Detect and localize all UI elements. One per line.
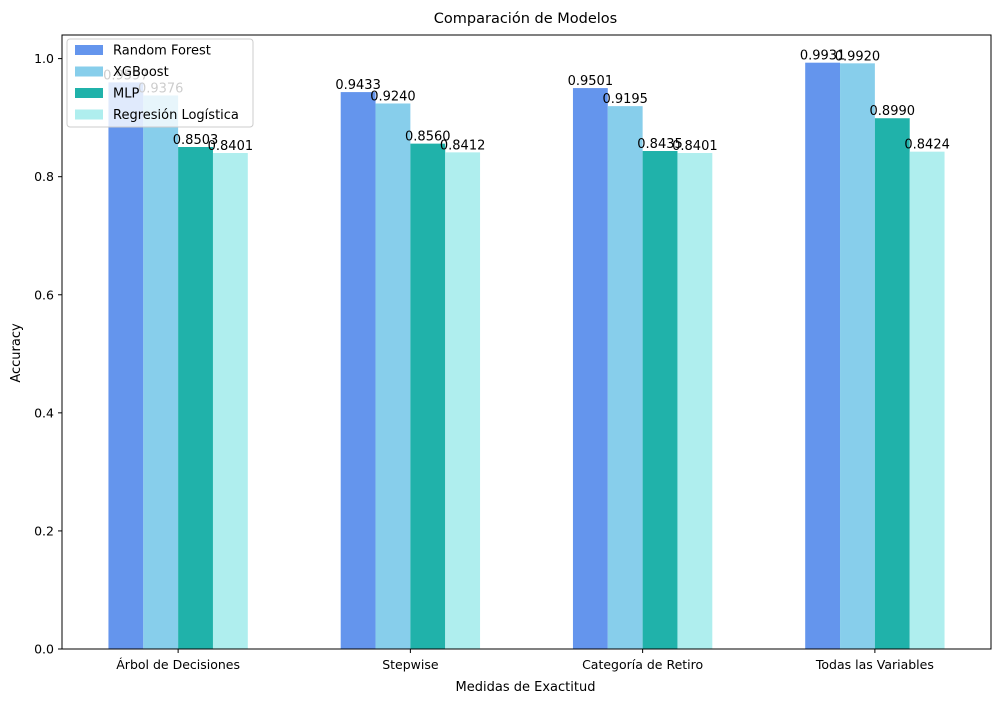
bar — [572, 88, 608, 650]
legend-entry: MLP — [113, 87, 139, 102]
bar-value-label: 0.9920 — [835, 49, 881, 64]
bar — [143, 95, 179, 649]
y-tick-label: 1.0 — [34, 51, 54, 66]
legend-box — [66, 38, 254, 128]
bar — [375, 103, 411, 649]
bar-value-label: 0.8401 — [672, 139, 718, 154]
bar — [874, 118, 910, 649]
bar — [178, 146, 213, 649]
bar-value-label: 0.8503 — [173, 133, 219, 148]
y-axis-label: Accuracy — [9, 323, 24, 383]
bar-value-label: 0.8401 — [208, 139, 254, 154]
bar — [840, 63, 875, 650]
y-tick-label: 0.8 — [34, 169, 54, 184]
legend-entry: XGBoost — [113, 65, 169, 80]
bar — [677, 153, 713, 649]
bar — [108, 82, 144, 649]
bar-value-label: 0.9433 — [335, 78, 381, 93]
bar — [340, 92, 376, 649]
x-tick-label: Todas las Variables — [815, 657, 934, 672]
bar — [410, 143, 446, 649]
y-tick-label: 0.6 — [34, 287, 54, 302]
bar-value-label: 0.8990 — [870, 104, 916, 119]
x-axis-label: Medidas de Exactitud — [456, 680, 596, 695]
bar-value-label: 0.9240 — [370, 89, 416, 104]
x-tick-label: Stepwise — [382, 657, 439, 672]
axes-frame — [61, 34, 992, 650]
legend-swatch — [75, 109, 103, 120]
bar — [805, 62, 841, 650]
bar-value-label: 0.9931 — [800, 49, 846, 64]
y-tick-label: 0.2 — [34, 523, 54, 538]
y-tick-label: 0.4 — [34, 405, 54, 420]
bar — [212, 153, 248, 649]
bar — [909, 151, 945, 649]
x-tick-label: Árbol de Decisiones — [116, 657, 240, 672]
bar-value-label: 0.9195 — [602, 92, 648, 107]
bar — [607, 106, 643, 649]
bar-value-label: 0.8435 — [637, 137, 683, 152]
bar-value-label: 0.8412 — [440, 138, 486, 153]
bar — [445, 152, 481, 649]
y-tick-label: 0.0 — [34, 642, 54, 657]
bar-value-label: 0.8560 — [405, 130, 451, 145]
legend-swatch — [75, 45, 103, 55]
legend-entry: Regresión Logística — [113, 108, 239, 123]
legend: Random Forest XGBoost MLP Regresión Logísti… — [66, 38, 254, 128]
legend-entry: Random Forest — [113, 44, 211, 59]
legend-swatch — [75, 66, 103, 77]
x-tick-label: Categoría de Retiro — [582, 657, 703, 672]
bar-value-label: 0.8424 — [904, 138, 950, 153]
chart-title: Comparación de Modelos — [434, 11, 617, 27]
bar — [642, 151, 678, 650]
legend-swatch — [75, 88, 103, 98]
plot-area: 0.95970.94330.95010.99310.93760.92400.91… — [34, 34, 992, 672]
bar-value-label: 0.9501 — [568, 74, 614, 89]
